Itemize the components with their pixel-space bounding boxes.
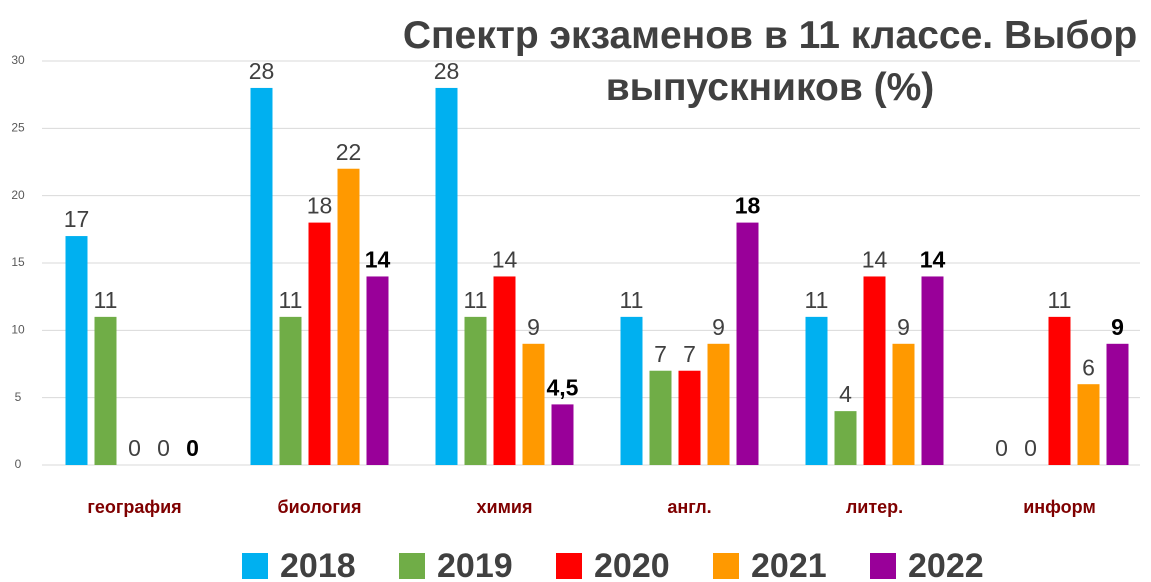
y-tick-label: 15 — [11, 255, 25, 269]
bar — [1106, 343, 1129, 465]
value-label: 9 — [712, 314, 725, 340]
bar — [805, 316, 828, 465]
legend-label: 2019 — [437, 547, 513, 582]
value-label: 11 — [279, 287, 303, 313]
bar — [707, 343, 730, 465]
value-label: 17 — [64, 206, 90, 232]
x-tick-label: химия — [477, 497, 533, 517]
bar — [308, 222, 331, 465]
bar — [892, 343, 915, 465]
value-label: 14 — [365, 247, 391, 273]
value-label: 11 — [464, 287, 488, 313]
legend-swatch — [556, 553, 582, 579]
value-label: 7 — [683, 341, 696, 367]
legend-swatch — [399, 553, 425, 579]
value-label: 28 — [249, 58, 275, 84]
bar — [94, 316, 117, 465]
bar — [65, 236, 88, 465]
value-label: 9 — [527, 314, 540, 340]
bar — [337, 168, 360, 465]
bar — [493, 276, 516, 465]
y-tick-label: 10 — [11, 323, 25, 337]
value-label: 0 — [1024, 435, 1037, 461]
bar — [834, 411, 857, 465]
y-tick-label: 0 — [15, 457, 22, 471]
legend-label: 2018 — [280, 547, 356, 582]
x-tick-label: биология — [278, 497, 362, 517]
value-label: 14 — [862, 247, 888, 273]
legend-label: 2022 — [908, 547, 984, 582]
bar — [250, 87, 273, 465]
value-label: 11 — [805, 287, 829, 313]
bar — [464, 316, 487, 465]
value-label: 0 — [186, 435, 199, 461]
value-label: 4,5 — [547, 374, 579, 400]
chart-title: Спектр экзаменов в 11 классе. Выбор выпу… — [402, 14, 1138, 109]
legend-label: 2020 — [594, 547, 670, 582]
value-label: 28 — [434, 58, 460, 84]
bar — [863, 276, 886, 465]
value-label: 11 — [94, 287, 118, 313]
value-label: 9 — [897, 314, 910, 340]
value-label: 18 — [735, 193, 761, 219]
value-label: 14 — [920, 247, 946, 273]
legend-label: 2021 — [751, 547, 827, 582]
x-tick-label: география — [87, 497, 181, 517]
value-label: 14 — [492, 247, 518, 273]
legend-swatch — [242, 553, 268, 579]
x-tick-label: информ — [1023, 497, 1096, 517]
legend-swatch — [713, 553, 739, 579]
bar — [649, 370, 672, 465]
value-label: 11 — [620, 287, 644, 313]
y-tick-label: 25 — [11, 121, 25, 135]
bar — [279, 316, 302, 465]
bar — [435, 87, 458, 465]
x-tick-label: англ. — [667, 497, 711, 517]
value-label: 4 — [839, 381, 852, 407]
bar — [366, 276, 389, 465]
y-tick-label: 5 — [15, 390, 22, 404]
x-tick-label: литер. — [846, 497, 903, 517]
bar — [551, 404, 574, 465]
value-label: 9 — [1111, 314, 1124, 340]
y-tick-label: 30 — [11, 53, 25, 67]
bar — [620, 316, 643, 465]
value-label: 7 — [654, 341, 667, 367]
bar — [921, 276, 944, 465]
value-label: 22 — [336, 139, 362, 165]
bar — [522, 343, 545, 465]
value-label: 18 — [307, 193, 333, 219]
bar — [678, 370, 701, 465]
value-label: 11 — [1048, 287, 1072, 313]
value-label: 6 — [1082, 354, 1095, 380]
legend-swatch — [870, 553, 896, 579]
bar — [1077, 384, 1100, 465]
value-label: 0 — [128, 435, 141, 461]
y-tick-label: 20 — [11, 188, 25, 202]
bar — [736, 222, 759, 465]
value-label: 0 — [995, 435, 1008, 461]
bar — [1048, 316, 1071, 465]
value-label: 0 — [157, 435, 170, 461]
